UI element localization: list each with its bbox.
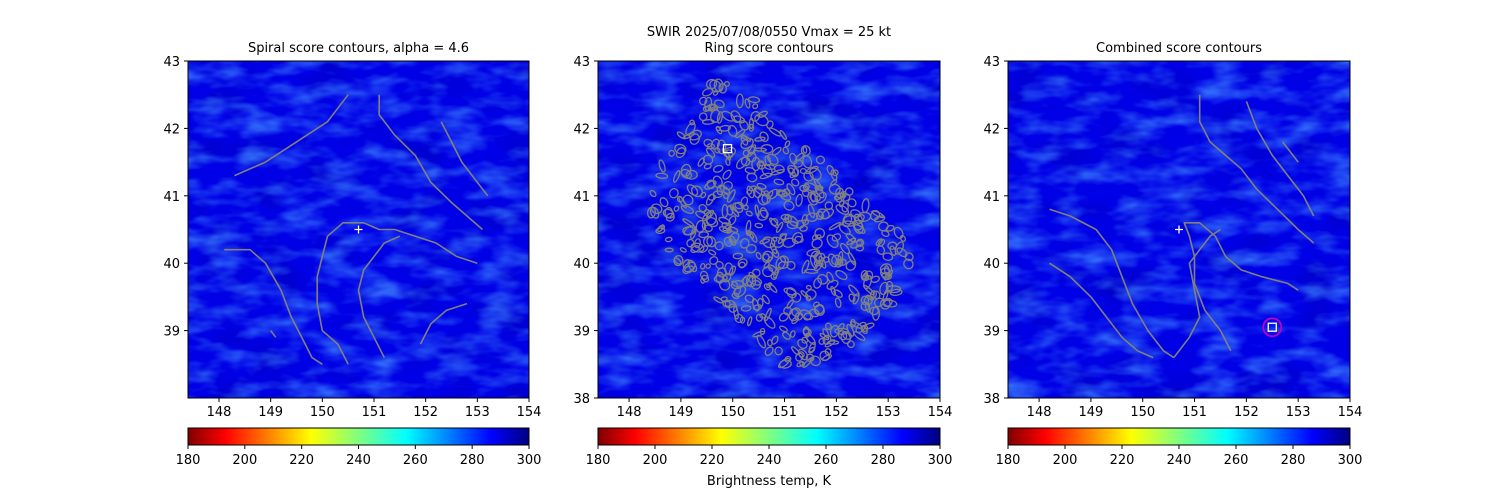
center-square-marker [722,143,733,154]
colorbar-tick-label: 240 [1167,453,1192,468]
y-tick-label: 40 [163,257,180,272]
colorbar-tick-label: 280 [460,453,485,468]
colorbar-tick-label: 240 [346,453,371,468]
colorbar-tick-label: 200 [232,453,257,468]
colorbar-tick-label: 220 [700,453,725,468]
y-tick-label: 43 [983,55,1000,70]
x-tick-label: 151 [362,405,387,420]
y-tick-label: 38 [983,392,1000,407]
x-tick-label: 154 [1338,405,1363,420]
contour-line [440,121,489,197]
colorbar-tick-label: 260 [1224,453,1249,468]
x-tick-label: 153 [876,405,901,420]
panel-title: Combined score contours [1096,41,1262,56]
contour-line [234,94,349,177]
center-plus-marker [1175,225,1183,234]
colorbar-tick-label: 260 [403,453,428,468]
x-tick-label: 154 [928,405,953,420]
colorbar-tick-label: 260 [814,453,839,468]
colorbar-tick-label: 240 [757,453,782,468]
contour-line [1245,101,1315,217]
y-tick-label: 42 [163,122,180,137]
y-tick-label: 42 [983,122,1000,137]
contour-line [378,94,484,231]
contour-line [357,235,401,358]
suptitle: SWIR 2025/07/08/0550 Vmax = 25 kt [647,25,891,40]
x-tick-label: 150 [310,405,335,420]
contour-line [1281,141,1299,163]
colorbar-tick-label: 180 [586,453,611,468]
contour-line [1049,262,1154,359]
colorbar: 180 200 220 240 260 280 300 [996,427,1363,468]
center-plus-marker [354,225,363,234]
x-tick-label: 150 [1130,405,1155,420]
x-tick-label: 148 [1027,405,1052,420]
y-tick-label: 43 [163,55,180,70]
colorbar-tick-label: 280 [871,453,896,468]
colorbar-tick-label: 300 [517,453,542,468]
contour-line [270,330,277,338]
contour-line [1198,94,1315,244]
y-tick-label: 42 [573,122,590,137]
panel-title: Ring score contours [704,41,833,56]
x-tick-label: 148 [207,405,232,420]
contour-line [316,222,478,365]
colorbar-tick-label: 280 [1281,453,1306,468]
colorbar-label: Brightness temp, K [707,474,832,489]
panel-2: Ring score contours 148 149 150 151 152 153 154… [573,41,952,468]
x-tick-label: 149 [668,405,693,420]
colorbar-tick-label: 200 [1053,453,1078,468]
center-circle-marker [1262,317,1283,338]
contour-line [419,302,468,345]
y-tick-label: 38 [573,392,590,407]
x-tick-label: 149 [1078,405,1103,420]
x-tick-label: 149 [258,405,283,420]
x-tick-label: 152 [1234,405,1259,420]
colorbar-tick-label: 220 [1110,453,1135,468]
colorbar: 180 200 220 240 260 280 300 [586,427,953,468]
x-tick-label: 153 [465,405,490,420]
colorbar-tick-label: 180 [176,453,201,468]
x-tick-label: 152 [413,405,438,420]
y-tick-label: 40 [573,257,590,272]
x-tick-label: 152 [824,405,849,420]
colorbar-tick-label: 180 [996,453,1021,468]
axes-frame [1007,60,1351,399]
panel-3: Combined score contours 148 149 150 151 152 15… [983,41,1362,468]
contour-line [224,248,323,365]
colorbar-tick-label: 220 [289,453,314,468]
y-tick-label: 41 [573,190,590,205]
y-tick-label: 39 [163,325,180,340]
x-tick-label: 153 [1286,405,1311,420]
center-square-marker [1267,322,1277,332]
x-tick-label: 154 [517,405,542,420]
y-tick-label: 40 [983,257,1000,272]
y-tick-label: 41 [163,190,180,205]
x-tick-label: 151 [1182,405,1207,420]
colorbar-tick-label: 300 [1338,453,1363,468]
y-tick-label: 43 [573,55,590,70]
x-tick-label: 148 [617,405,642,420]
panel-title: Spiral score contours, alpha = 4.6 [248,41,469,56]
panel-1: Spiral score contours, alpha = 4.6 148 149… [163,41,541,468]
contour-line [1183,222,1299,352]
y-tick-label: 41 [983,190,1000,205]
y-tick-label: 39 [983,325,1000,340]
x-tick-label: 151 [772,405,797,420]
contour-line [1049,208,1175,359]
colorbar: 180 200 220 240 260 280 300 [176,427,542,468]
axes-frame [597,60,941,399]
brightness-field [598,61,940,398]
ring-contours [646,78,914,369]
colorbar-tick-label: 200 [643,453,668,468]
colorbar-tick-label: 300 [928,453,953,468]
y-tick-label: 39 [573,325,590,340]
axes-frame [187,60,530,399]
contour-line [1173,228,1221,359]
x-tick-label: 150 [720,405,745,420]
